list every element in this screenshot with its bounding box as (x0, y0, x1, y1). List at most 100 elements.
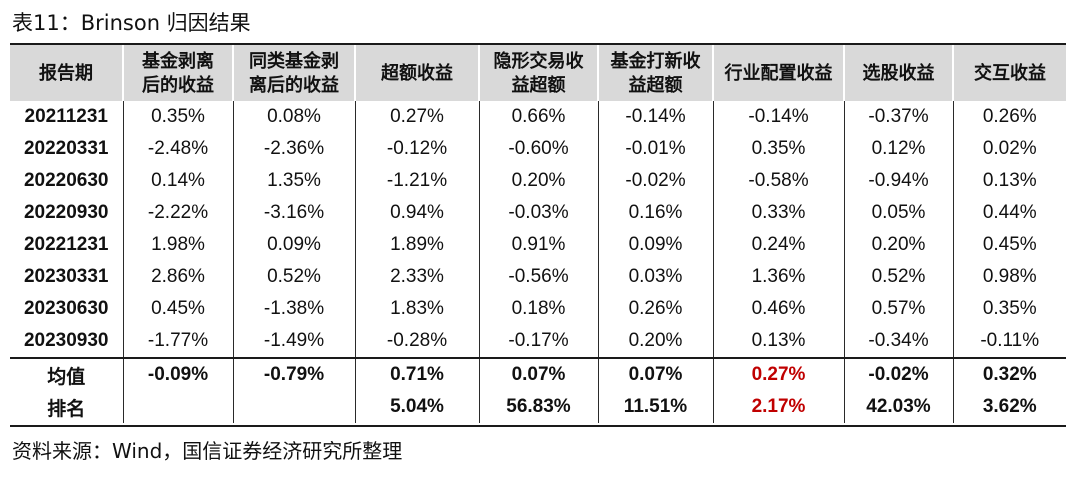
row-label-cell: 20221231 (10, 229, 124, 261)
table-row: 20211231 0.35% 0.08% 0.27% 0.66% -0.14% -0.14%… (10, 101, 1066, 133)
value-cell: -0.60% (479, 133, 599, 165)
value-cell: 0.71% (355, 357, 480, 391)
header-fund-net-return: 基金剥离 后的收益 (123, 45, 234, 101)
value-cell: -1.49% (233, 325, 356, 358)
value-cell: 1.98% (123, 229, 234, 261)
value-cell: -0.14% (598, 101, 714, 133)
value-cell: 0.09% (233, 229, 356, 261)
value-cell: 0.05% (844, 197, 954, 229)
value-cell: 0.02% (982, 138, 1037, 159)
table-row: 20230630 0.45% -1.38% 1.83% 0.18% 0.26% 0.46% 0… (10, 293, 1066, 325)
value-cell: 0.33% (713, 197, 845, 229)
value-cell: -2.22% (123, 197, 234, 229)
header-peer-net-return: 同类基金剥 离后的收益 (233, 45, 356, 101)
value-cell: 0.35% (123, 101, 234, 133)
source-note: 资料来源：Wind，国信证券经济研究所整理 (12, 439, 403, 463)
value-cell: 0.35% (713, 133, 845, 165)
header-period: 报告期 (10, 45, 124, 101)
header-ipo-excess: 基金打新收 益超额 (598, 45, 714, 101)
value-cell: 0.12% (844, 133, 954, 165)
value-cell: 0.66% (479, 101, 599, 133)
row-label-cell: 20230630 (10, 293, 124, 325)
header-hidden-trading-excess: 隐形交易收 益超额 (479, 45, 599, 101)
value-cell: 0.27% (355, 101, 480, 133)
value-cell: -0.03% (479, 197, 599, 229)
header-row: 报告期 基金剥离 后的收益 同类基金剥 离后的收益 超额收益 隐形交易收 益超额 基金… (10, 45, 1066, 101)
value-cell: 0.26% (982, 106, 1037, 127)
value-cell (233, 391, 356, 423)
value-cell: 0.18% (479, 293, 599, 325)
value-cell: 0.46% (713, 293, 845, 325)
value-cell: 2.33% (355, 261, 480, 293)
value-cell: -0.09% (123, 357, 234, 391)
value-cell: -1.77% (123, 325, 234, 358)
header-interaction-return: 交互收益 (953, 45, 1066, 101)
value-cell: 0.98% (982, 266, 1037, 287)
value-cell: 42.03% (844, 391, 954, 423)
value-cell: 0.09% (598, 229, 714, 261)
value-cell: 3.62% (982, 396, 1037, 417)
value-cell: 0.03% (598, 261, 714, 293)
value-cell: 1.35% (233, 165, 356, 197)
value-cell: 0.35% (982, 298, 1037, 319)
value-cell: 0.07% (598, 357, 714, 391)
value-cell: 0.45% (123, 293, 234, 325)
value-cell: 11.51% (598, 391, 714, 423)
value-cell: -2.48% (123, 133, 234, 165)
row-label-cell: 排名 (10, 391, 124, 423)
value-cell: -0.28% (355, 325, 480, 358)
header-excess-return: 超额收益 (355, 45, 480, 101)
value-cell: 56.83% (479, 391, 599, 423)
row-label-cell: 20230930 (10, 325, 124, 358)
value-cell: 0.13% (982, 170, 1037, 191)
header-selection-return: 选股收益 (844, 45, 954, 101)
value-cell: 0.32% (953, 357, 1066, 391)
value-cell: -1.38% (233, 293, 356, 325)
value-cell: 0.52% (844, 261, 954, 293)
table-row: 20220930 -2.22% -3.16% 0.94% -0.03% 0.16% 0.33… (10, 197, 1066, 229)
value-cell: -0.94% (844, 165, 954, 197)
value-cell: -0.58% (713, 165, 845, 197)
value-cell: -0.02% (844, 357, 954, 391)
row-label-cell: 20230331 (10, 261, 124, 293)
value-cell: 5.04% (355, 391, 480, 423)
row-label-cell: 20220930 (10, 197, 124, 229)
value-cell: 0.20% (598, 325, 714, 358)
row-label-cell: 均值 (10, 357, 124, 391)
bottom-rule (10, 425, 1066, 427)
row-label-cell: 20220630 (10, 165, 124, 197)
summary-row: 均值 -0.09% -0.79% 0.71% 0.07% 0.07% 0.27% -0.02%… (10, 357, 1066, 391)
value-cell: -0.01% (598, 133, 714, 165)
value-cell: 0.94% (355, 197, 480, 229)
value-cell: 0.91% (479, 229, 599, 261)
table-row: 20230930 -1.77% -1.49% -0.28% -0.17% 0.20% 0.1… (10, 325, 1066, 358)
value-cell: 0.57% (844, 293, 954, 325)
value-cell: 0.44% (982, 202, 1037, 223)
value-cell: -0.11% (980, 330, 1040, 351)
value-cell: 0.16% (598, 197, 714, 229)
value-cell: 0.08% (233, 101, 356, 133)
value-cell: 0.07% (479, 357, 599, 391)
top-rule (10, 43, 1066, 45)
value-cell (123, 391, 234, 423)
value-cell: -0.34% (844, 325, 954, 358)
value-cell: 0.45% (982, 234, 1037, 255)
value-cell: 2.17% (713, 391, 845, 423)
value-cell: -1.21% (355, 165, 480, 197)
value-cell: -0.14% (713, 101, 845, 133)
row-label-cell: 20211231 (10, 101, 124, 133)
value-cell: 1.83% (355, 293, 480, 325)
value-cell: 0.52% (233, 261, 356, 293)
value-cell: 0.20% (479, 165, 599, 197)
value-cell: 1.89% (355, 229, 480, 261)
value-cell: -0.37% (844, 101, 954, 133)
value-cell: 0.13% (713, 325, 845, 358)
value-cell: -0.17% (479, 325, 599, 358)
value-cell: -0.79% (233, 357, 356, 391)
header-allocation-return: 行业配置收益 (713, 45, 845, 101)
table-title: 表11：Brinson 归因结果 (12, 11, 251, 35)
table-row: 20220331 -2.48% -2.36% -0.12% -0.60% -0.01% 0.… (10, 133, 1066, 165)
value-cell: -3.16% (233, 197, 356, 229)
row-label-cell: 20220331 (10, 133, 124, 165)
